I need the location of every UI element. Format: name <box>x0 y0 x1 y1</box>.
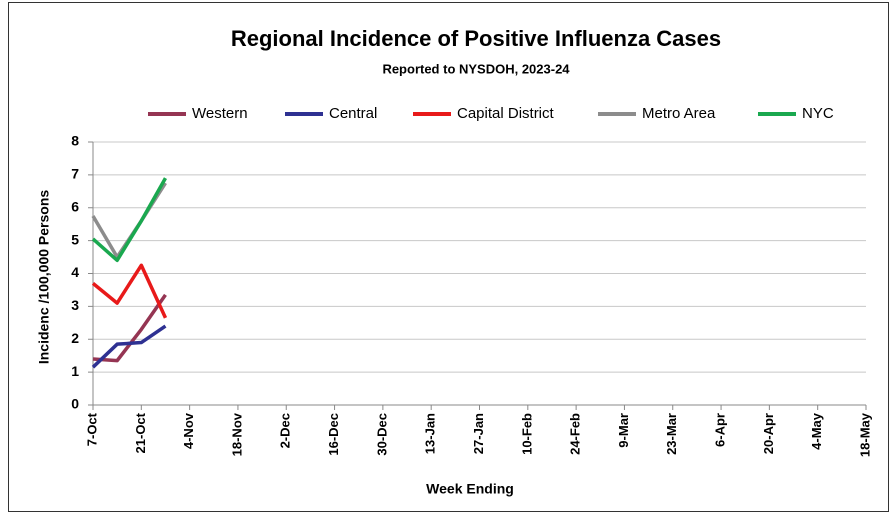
x-tick-label: 4-Nov <box>181 412 196 449</box>
x-tick-label: 10-Feb <box>519 413 534 455</box>
x-tick-label: 9-Mar <box>616 413 631 448</box>
series-line <box>91 263 168 319</box>
frame <box>8 2 889 512</box>
legend-label: Central <box>329 105 377 122</box>
x-tick-label: 16-Dec <box>326 413 341 456</box>
y-tick-label: 0 <box>71 396 79 412</box>
x-tick-label: 21-Oct <box>133 412 148 453</box>
series-line <box>91 324 167 369</box>
x-tick-label: 6-Apr <box>713 413 728 447</box>
x-tick-label: 18-May <box>857 412 872 457</box>
x-tick-label: 23-Mar <box>664 413 679 455</box>
y-tick-label: 8 <box>71 133 79 149</box>
chart-title: Regional Incidence of Positive Influenza… <box>231 26 721 51</box>
x-tick-label: 13-Jan <box>423 413 438 454</box>
x-tick-label: 27-Jan <box>471 413 486 454</box>
y-axis-label: Incidenc /100,000 Persons <box>36 190 52 365</box>
y-tick-label: 3 <box>71 297 79 313</box>
x-tick-label: 20-Apr <box>761 413 776 454</box>
legend-label: Western <box>192 105 248 122</box>
x-tick-label: 2-Dec <box>278 413 293 448</box>
x-tick-label: 30-Dec <box>374 413 389 456</box>
x-tick-label: 24-Feb <box>568 413 583 455</box>
y-tick-label: 4 <box>71 264 79 280</box>
y-tick-label: 6 <box>71 198 79 214</box>
series-line <box>91 177 167 263</box>
x-axis-label: Week Ending <box>426 481 514 497</box>
y-tick-label: 7 <box>71 166 79 182</box>
legend-label: Capital District <box>457 105 555 122</box>
x-tick-label: 4-May <box>809 412 824 450</box>
legend-label: NYC <box>802 105 834 122</box>
x-tick-label: 7-Oct <box>84 412 99 446</box>
x-tick-label: 18-Nov <box>229 412 244 456</box>
y-tick-label: 1 <box>71 363 79 379</box>
series-line <box>92 293 167 363</box>
y-tick-label: 5 <box>71 231 79 247</box>
legend-label: Metro Area <box>642 105 716 122</box>
y-tick-label: 2 <box>71 330 79 346</box>
chart-subtitle: Reported to NYSDOH, 2023-24 <box>382 61 570 76</box>
